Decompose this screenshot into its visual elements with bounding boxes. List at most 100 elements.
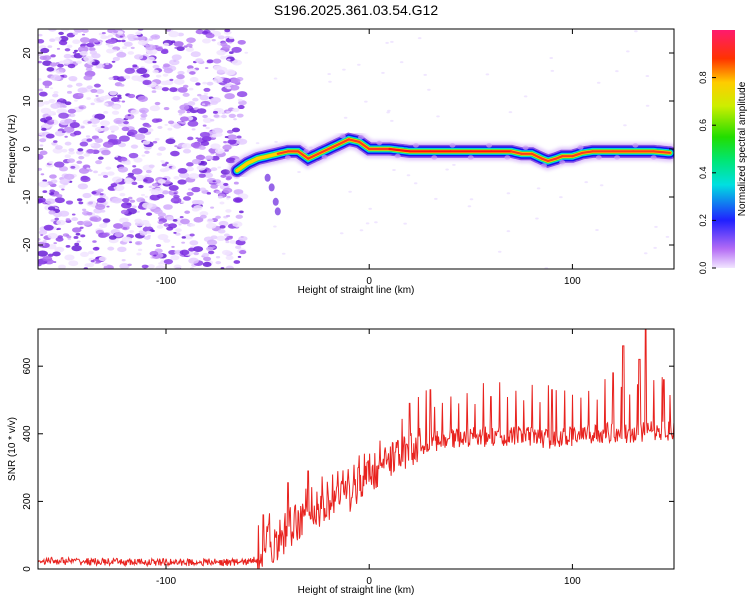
noise-speckle bbox=[164, 161, 169, 165]
noise-speckle bbox=[44, 85, 50, 89]
noise-speckle bbox=[149, 250, 159, 257]
noise-speckle bbox=[169, 87, 178, 93]
noise-speckle bbox=[163, 67, 174, 74]
noise-speckle bbox=[151, 118, 160, 123]
ridge-side-blob bbox=[522, 145, 529, 150]
noise-speckle bbox=[221, 249, 232, 256]
noise-speckle bbox=[83, 153, 90, 157]
colorbar-tick-label: 0.4 bbox=[698, 167, 708, 180]
noise-speckle bbox=[114, 232, 123, 238]
noise-speckle bbox=[178, 223, 182, 226]
colorbar-label: Normalized spectral amplitude bbox=[737, 81, 748, 216]
noise-speckle bbox=[48, 99, 56, 104]
noise-speckle bbox=[226, 197, 230, 200]
noise-speckle bbox=[176, 74, 185, 80]
noise-speckle bbox=[105, 62, 110, 65]
noise-speckle bbox=[237, 98, 243, 102]
noise-speckle bbox=[205, 222, 217, 229]
noise-speckle bbox=[38, 250, 48, 257]
noise-speckle bbox=[111, 130, 115, 133]
noise-speckle bbox=[224, 93, 235, 100]
noise-speckle bbox=[423, 73, 427, 76]
noise-speckle bbox=[58, 31, 64, 35]
noise-speckle bbox=[53, 140, 58, 143]
noise-speckle bbox=[228, 41, 232, 44]
spectrogram-y-tick-label: 0 bbox=[22, 146, 33, 152]
noise-speckle bbox=[168, 185, 179, 191]
noise-speckle bbox=[140, 219, 150, 225]
noise-speckle bbox=[357, 63, 361, 66]
noise-speckle bbox=[108, 138, 115, 143]
noise-speckle bbox=[45, 198, 56, 205]
noise-speckle bbox=[50, 119, 55, 123]
noise-speckle bbox=[168, 249, 177, 255]
noise-speckle bbox=[236, 138, 248, 145]
noise-speckle bbox=[177, 32, 184, 37]
noise-speckle bbox=[42, 239, 47, 243]
noise-speckle bbox=[97, 156, 104, 160]
snr-y-tick-label: 600 bbox=[22, 357, 33, 374]
noise-speckle bbox=[39, 144, 44, 147]
noise-speckle bbox=[328, 80, 332, 83]
noise-speckle bbox=[211, 246, 216, 249]
noise-speckle bbox=[413, 182, 418, 185]
noise-speckle bbox=[92, 246, 100, 251]
noise-speckle bbox=[48, 29, 57, 32]
noise-speckle bbox=[38, 33, 43, 37]
noise-speckle bbox=[202, 38, 212, 44]
noise-speckle bbox=[47, 253, 54, 257]
noise-speckle bbox=[130, 109, 140, 115]
noise-speckle bbox=[187, 101, 196, 106]
noise-speckle bbox=[82, 192, 92, 199]
noise-speckle bbox=[54, 36, 62, 41]
noise-speckle bbox=[47, 45, 53, 49]
noise-speckle bbox=[142, 79, 152, 86]
noise-speckle bbox=[38, 181, 49, 188]
noise-speckle bbox=[281, 252, 286, 255]
noise-speckle bbox=[359, 229, 364, 232]
noise-speckle bbox=[109, 125, 120, 132]
noise-speckle bbox=[225, 214, 231, 218]
noise-speckle bbox=[171, 245, 175, 248]
noise-speckle bbox=[201, 103, 206, 106]
noise-speckle bbox=[174, 145, 178, 148]
snr-x-tick-label: 0 bbox=[366, 576, 372, 587]
noise-speckle bbox=[206, 239, 218, 246]
noise-speckle bbox=[118, 135, 130, 142]
noise-speckle bbox=[137, 248, 143, 252]
noise-speckle bbox=[228, 31, 232, 34]
noise-speckle bbox=[181, 143, 192, 149]
noise-speckle bbox=[227, 139, 237, 145]
ridge-side-blob bbox=[412, 143, 419, 148]
noise-speckle bbox=[231, 46, 242, 53]
noise-speckle bbox=[108, 76, 114, 80]
noise-speckle bbox=[112, 56, 120, 62]
noise-speckle bbox=[233, 189, 244, 195]
noise-speckle bbox=[64, 154, 71, 159]
ridge-side-blob bbox=[449, 143, 456, 148]
noise-speckle bbox=[71, 217, 79, 222]
noise-speckle bbox=[157, 179, 166, 184]
spectrogram-y-label: Frequency (Hz) bbox=[7, 115, 18, 184]
ridge-side-blob bbox=[394, 153, 401, 159]
noise-speckle bbox=[122, 226, 128, 230]
noise-speckle bbox=[76, 60, 82, 64]
ridge-tail-blob bbox=[274, 207, 281, 216]
noise-speckle bbox=[107, 134, 118, 141]
noise-speckle bbox=[128, 152, 139, 159]
noise-speckle bbox=[101, 32, 106, 35]
noise-speckle bbox=[467, 205, 472, 208]
noise-speckle bbox=[615, 70, 619, 73]
noise-speckle bbox=[110, 183, 118, 187]
noise-speckle bbox=[173, 192, 177, 195]
noise-speckle bbox=[81, 33, 86, 36]
noise-speckle bbox=[121, 221, 132, 228]
ridge-side-blob bbox=[540, 163, 547, 168]
noise-speckle bbox=[64, 135, 68, 138]
noise-speckle bbox=[86, 167, 90, 170]
noise-speckle bbox=[497, 250, 502, 253]
noise-speckle bbox=[142, 140, 151, 145]
noise-speckle bbox=[599, 184, 604, 187]
noise-speckle bbox=[434, 197, 438, 200]
